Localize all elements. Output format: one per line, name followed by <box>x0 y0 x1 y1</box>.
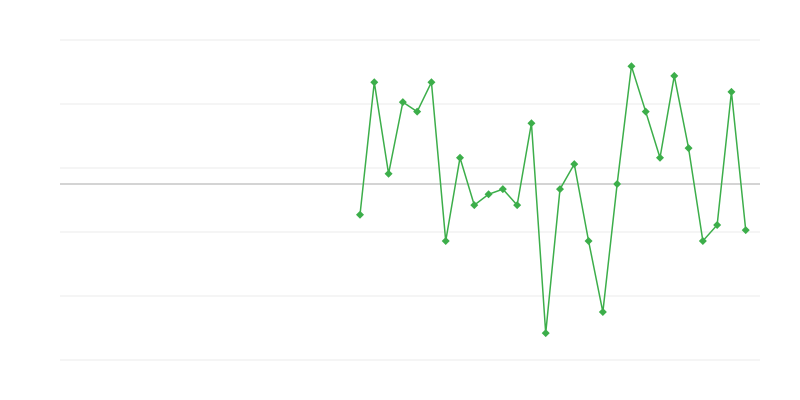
series-path <box>359 66 747 334</box>
data-point <box>556 185 564 194</box>
data-point <box>598 308 607 316</box>
data-point <box>513 201 522 210</box>
data-point <box>413 107 422 116</box>
data-point <box>370 78 379 87</box>
data-point <box>570 160 579 169</box>
data-point <box>584 236 593 245</box>
series-line <box>356 62 750 338</box>
data-point <box>384 169 393 178</box>
data-point <box>641 107 650 116</box>
data-point <box>670 71 679 80</box>
data-point <box>698 236 707 245</box>
data-point <box>627 62 636 71</box>
gridlines <box>60 39 760 361</box>
data-point <box>527 119 536 128</box>
data-point <box>684 144 693 153</box>
data-point <box>741 226 750 235</box>
data-point <box>713 220 722 229</box>
data-point <box>613 180 622 188</box>
data-point <box>656 153 664 162</box>
data-point <box>356 210 364 219</box>
data-point <box>498 185 507 194</box>
data-point <box>398 98 407 107</box>
data-point <box>456 153 464 162</box>
data-point <box>484 190 493 199</box>
data-point <box>727 87 736 96</box>
data-point <box>541 329 550 338</box>
data-point <box>427 78 436 87</box>
data-point <box>470 201 479 210</box>
data-point <box>441 236 450 245</box>
